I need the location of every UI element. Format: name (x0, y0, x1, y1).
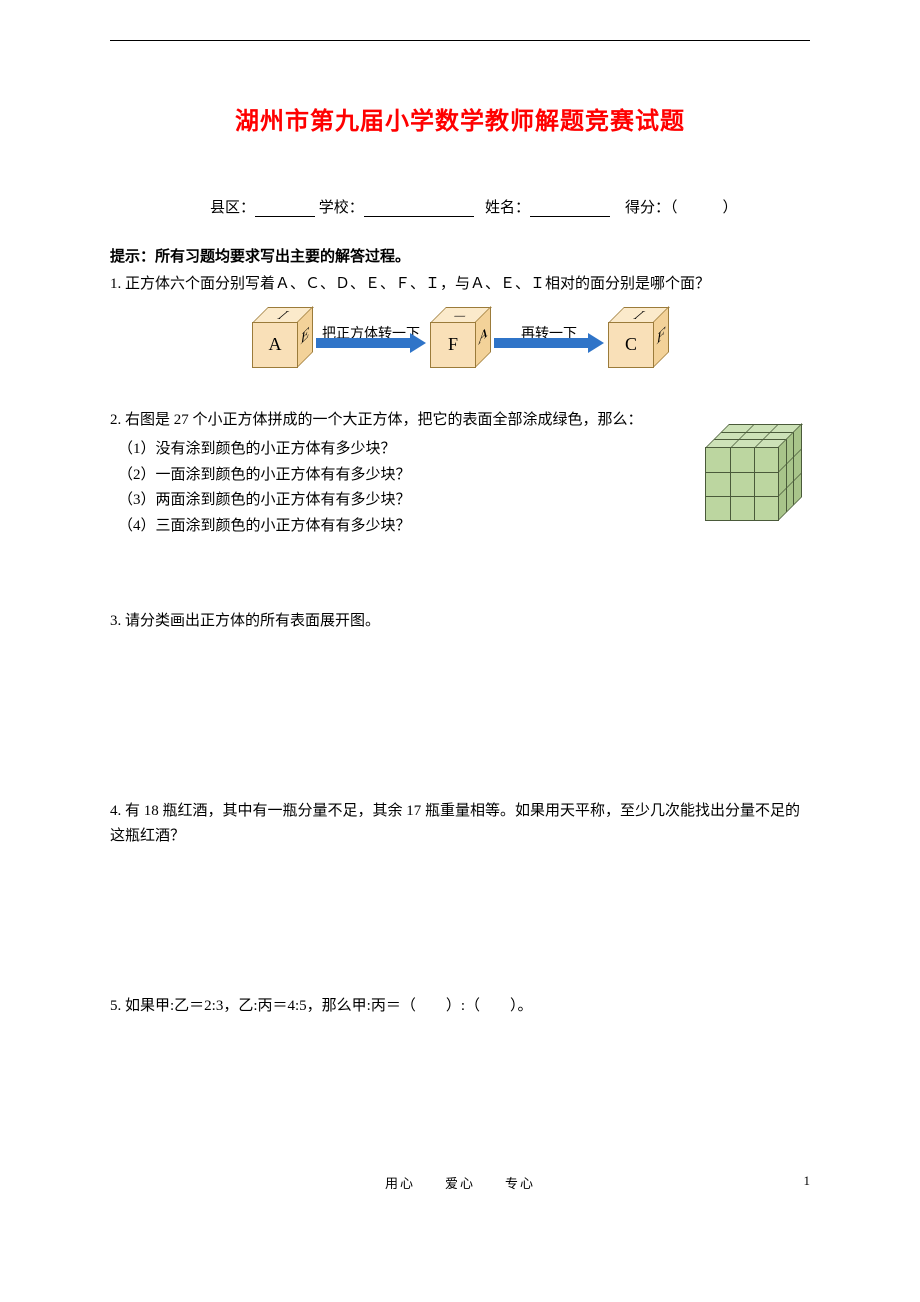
arrow1-group: 把正方体转一下 (316, 323, 426, 353)
q2-cube-diagram (705, 426, 800, 521)
info-line: 县区： 学校： 姓名： 得分：（ ） (210, 196, 810, 217)
district-label: 县区： (210, 200, 255, 216)
top-rule (110, 40, 810, 41)
cube-3: I F C (608, 308, 668, 368)
hint: 提示：所有习题均要求写出主要的解答过程。 (110, 245, 810, 266)
cube3-front: C (608, 322, 654, 368)
q1-text: 1. 正方体六个面分别写着Ａ、Ｃ、Ｄ、Ｅ、Ｆ、Ｉ，与Ａ、Ｅ、Ｉ相对的面分别是哪个… (110, 272, 810, 298)
page-number: 1 (804, 1173, 811, 1189)
cube1-front: A (252, 322, 298, 368)
cube-1: I E A (252, 308, 312, 368)
name-blank (530, 200, 610, 217)
q3-text: 3. 请分类画出正方体的所有表面展开图。 (110, 609, 810, 635)
q2-block: 2. 右图是 27 个小正方体拼成的一个大正方体，把它的表面全部涂成绿色，那么：… (110, 408, 810, 540)
q1-diagram: I E A 把正方体转一下 — A F 再转一下 I F C (110, 308, 810, 368)
arrow-right-icon (494, 333, 604, 353)
cube-2: — A F (430, 308, 490, 368)
district-blank (255, 200, 315, 217)
q5-text: 5. 如果甲:乙＝2:3，乙:丙＝4:5，那么甲:丙＝（ ）:（ ）。 (110, 994, 810, 1020)
footer-words: 用心 爱心 专心 (385, 1176, 535, 1191)
arrow2-group: 再转一下 (494, 323, 604, 353)
footer: 用心 爱心 专心 1 (110, 1173, 810, 1192)
cube2-front: F (430, 322, 476, 368)
q4-text: 4. 有 18 瓶红酒，其中有一瓶分量不足，其余 17 瓶重量相等。如果用天平称… (110, 799, 810, 850)
arrow-right-icon (316, 333, 426, 353)
page-title: 湖州市第九届小学数学教师解题竞赛试题 (110, 101, 810, 136)
school-blank (364, 200, 474, 217)
school-label: 学校： (319, 200, 364, 216)
name-label: 姓名： (485, 200, 530, 216)
score-label: 得分：（ ） (625, 200, 738, 216)
